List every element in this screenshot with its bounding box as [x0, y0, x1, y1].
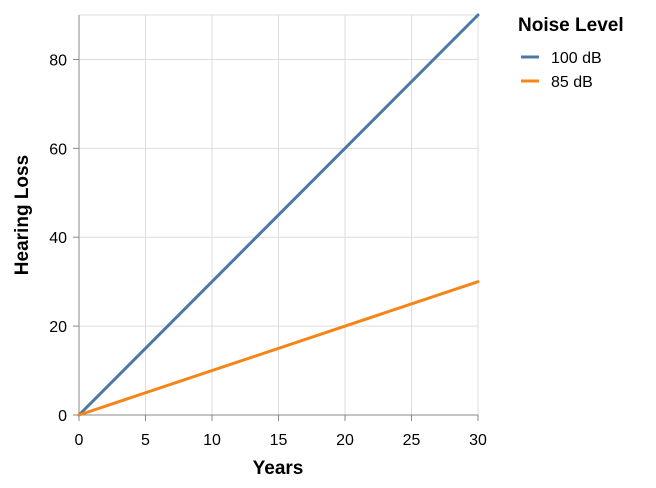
series-line-85-db [77, 280, 480, 417]
legend-label: 85 dB [551, 74, 593, 91]
x-axis-title: Years [253, 458, 304, 479]
y-tick-label: 0 [58, 408, 67, 425]
x-tick-label: 30 [469, 432, 487, 449]
y-axis-title: Hearing Loss [12, 155, 33, 275]
x-tick-label: 25 [403, 432, 421, 449]
y-tick-label: 80 [49, 52, 67, 69]
x-tick-label: 5 [141, 432, 150, 449]
x-tick-label: 0 [75, 432, 84, 449]
x-tick-label: 15 [270, 432, 288, 449]
series-line-100-db [77, 13, 480, 417]
y-tick-label: 40 [49, 230, 67, 247]
x-tick-label: 10 [203, 432, 221, 449]
legend: Noise Level 100 dB 85 dB [518, 15, 624, 91]
y-tick-label: 20 [49, 319, 67, 336]
x-tick-label: 20 [336, 432, 354, 449]
legend-title: Noise Level [518, 15, 624, 36]
series-layer [77, 13, 480, 417]
legend-label: 100 dB [551, 50, 602, 67]
axes: 0 5 10 15 20 25 30 0 20 40 60 80 [49, 15, 487, 449]
y-tick-label: 60 [49, 141, 67, 158]
